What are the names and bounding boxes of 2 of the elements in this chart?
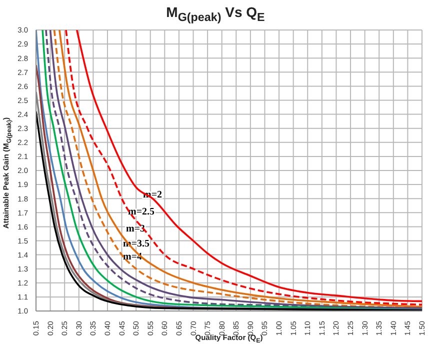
annotation: m=2.5 bbox=[128, 206, 155, 218]
chart-title: M$_{G(peak)}$ Vs Q$_{E}$ bbox=[165, 4, 266, 24]
